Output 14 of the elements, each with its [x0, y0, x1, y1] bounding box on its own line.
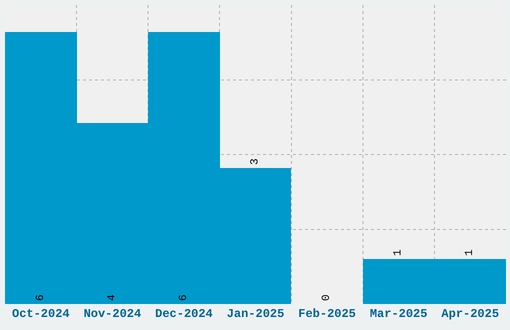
x-tick-label: Nov-2024 [84, 307, 142, 321]
x-tick-label: Oct-2024 [12, 307, 70, 321]
x-tick-label: Mar-2025 [370, 307, 428, 321]
data-label: 0 [321, 294, 333, 301]
data-label: 6 [178, 294, 190, 301]
data-label: 1 [464, 249, 476, 256]
x-tick-label: Dec-2024 [155, 307, 213, 321]
data-label: 6 [35, 294, 47, 301]
data-label: 3 [250, 158, 262, 165]
x-tick-label: Feb-2025 [298, 307, 356, 321]
data-label: 1 [392, 249, 404, 256]
x-tick-label: Jan-2025 [226, 307, 284, 321]
data-label: 4 [106, 294, 118, 301]
x-tick-label: Apr-2025 [441, 307, 500, 321]
